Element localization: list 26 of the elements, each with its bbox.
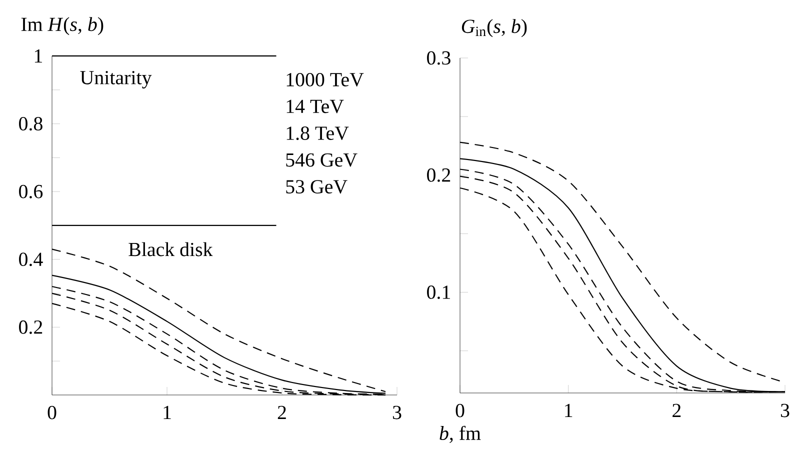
annotation: 546 GeV [286,153,358,167]
x-tick-label: 3 [780,404,790,418]
x-axis-title: b, fm [440,426,481,443]
y-tick-label: 0.2 [19,320,42,334]
annotation: Black disk [128,242,213,256]
x-tick-label: 1 [565,404,572,417]
annotation: 53 GeV [286,180,348,194]
y-tick-label: 0.1 [427,285,450,300]
y-tick-label: 0.8 [19,117,42,131]
x-tick-label: 2 [278,406,286,420]
x-tick-label: 0 [456,404,464,418]
y-tick-label: 0.3 [427,51,450,65]
annotation: 14 TeV [286,100,344,114]
annotation: 1.8 TeV [286,126,349,140]
x-tick-label: 0 [48,406,56,420]
annotation: 1000 TeV [286,72,364,86]
y-axis-title: G$_{in}$(s, b) [462,19,527,38]
x-tick-label: 2 [672,404,681,418]
annotation: Unitarity [80,70,152,88]
y-tick-label: 0.2 [427,168,450,182]
y-axis-title: Im H(s, b) [21,17,104,36]
x-tick-label: 1 [164,406,171,419]
y-tick-label: 1 [34,49,42,63]
y-tick-label: 0.4 [19,252,43,266]
x-tick-label: 3 [392,406,402,420]
y-tick-label: 0.6 [19,184,43,198]
